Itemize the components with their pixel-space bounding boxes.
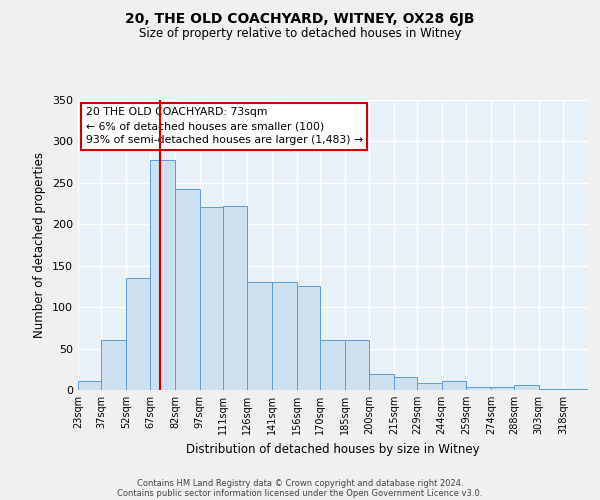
- Bar: [344, 340, 369, 390]
- Text: Contains HM Land Registry data © Crown copyright and database right 2024.: Contains HM Land Registry data © Crown c…: [137, 478, 463, 488]
- Bar: [514, 385, 539, 390]
- Bar: [247, 282, 272, 390]
- Bar: [442, 381, 466, 390]
- Bar: [369, 374, 394, 390]
- Bar: [78, 381, 101, 390]
- Bar: [539, 389, 563, 390]
- Bar: [126, 278, 151, 390]
- Text: Size of property relative to detached houses in Witney: Size of property relative to detached ho…: [139, 28, 461, 40]
- Bar: [320, 340, 344, 390]
- X-axis label: Distribution of detached houses by size in Witney: Distribution of detached houses by size …: [186, 442, 480, 456]
- Bar: [466, 386, 491, 390]
- Bar: [563, 389, 588, 390]
- Bar: [175, 190, 200, 390]
- Y-axis label: Number of detached properties: Number of detached properties: [34, 152, 46, 338]
- Text: 20 THE OLD COACHYARD: 73sqm
← 6% of detached houses are smaller (100)
93% of sem: 20 THE OLD COACHYARD: 73sqm ← 6% of deta…: [86, 108, 363, 146]
- Text: 20, THE OLD COACHYARD, WITNEY, OX28 6JB: 20, THE OLD COACHYARD, WITNEY, OX28 6JB: [125, 12, 475, 26]
- Bar: [417, 382, 442, 390]
- Bar: [272, 282, 297, 390]
- Bar: [151, 160, 175, 390]
- Bar: [394, 376, 417, 390]
- Bar: [200, 207, 223, 390]
- Text: Contains public sector information licensed under the Open Government Licence v3: Contains public sector information licen…: [118, 488, 482, 498]
- Bar: [101, 340, 126, 390]
- Bar: [491, 386, 514, 390]
- Bar: [297, 286, 320, 390]
- Bar: [223, 206, 247, 390]
